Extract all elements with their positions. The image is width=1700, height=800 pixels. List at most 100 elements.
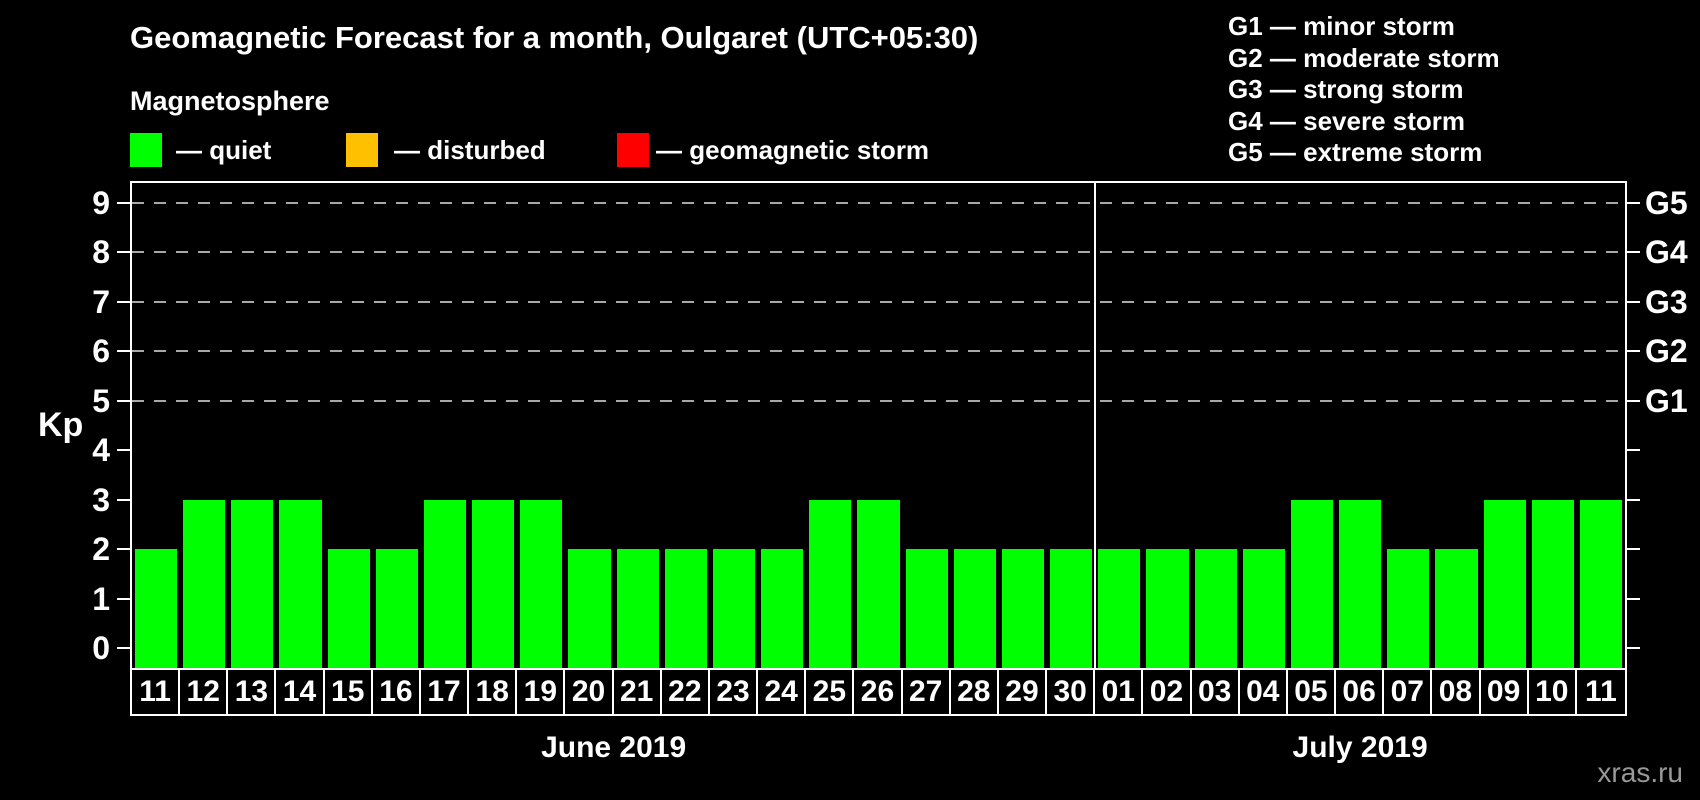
gridline-kp-8 <box>132 251 1625 254</box>
day-label-08: 08 <box>1432 670 1481 714</box>
kp-bar-day-22 <box>664 549 707 668</box>
g-scale-legend-line: G5 — extreme storm <box>1228 137 1483 167</box>
day-label-22: 22 <box>662 670 710 714</box>
y-tick-label-2: 2 <box>92 531 110 568</box>
right-tick-kp-9 <box>1626 201 1640 204</box>
kp-bar-day-24 <box>761 549 804 668</box>
right-tick-kp-0 <box>1626 647 1640 650</box>
day-label-10: 10 <box>1529 670 1577 714</box>
g-level-label-G3: G3 <box>1645 283 1688 320</box>
left-tick-kp-8 <box>117 251 131 254</box>
disturbed-legend-label: — disturbed <box>394 135 546 165</box>
right-tick-kp-5 <box>1626 399 1640 402</box>
day-label-20: 20 <box>565 670 614 714</box>
day-label-30: 30 <box>1047 670 1096 714</box>
gridline-kp-7 <box>132 300 1625 303</box>
disturbed-color-swatch <box>346 133 378 167</box>
g-level-label-G1: G1 <box>1645 382 1688 419</box>
g-level-label-G4: G4 <box>1645 234 1688 271</box>
quiet-color-swatch <box>130 133 162 167</box>
right-tick-kp-7 <box>1626 300 1640 303</box>
right-tick-kp-1 <box>1626 597 1640 600</box>
kp-bar-day-04 <box>1242 549 1285 668</box>
y-tick-label-8: 8 <box>92 234 110 271</box>
left-tick-kp-6 <box>117 350 131 353</box>
month-label: June 2019 <box>541 731 687 764</box>
gridline-kp-9 <box>132 201 1625 204</box>
month-separator-line <box>1094 183 1097 668</box>
g-scale-legend-line: G3 — strong storm <box>1228 74 1464 104</box>
watermark: xras.ru <box>1597 757 1683 788</box>
x-axis-day-row: 11 12 13 14 15 16 17 18 19 20 21 22 23 24 25 26 27 28 29 30… <box>130 668 1627 716</box>
kp-bar-day-09 <box>1483 499 1526 668</box>
left-tick-kp-7 <box>117 300 131 303</box>
day-label-12: 12 <box>180 670 229 714</box>
kp-bar-day-27 <box>905 549 948 668</box>
day-label-13: 13 <box>228 670 277 714</box>
left-tick-kp-0 <box>117 647 131 650</box>
day-label-06: 06 <box>1336 670 1385 714</box>
kp-bar-day-20 <box>568 549 611 668</box>
y-tick-label-0: 0 <box>92 630 110 667</box>
kp-bar-day-11 <box>135 549 178 668</box>
day-label-04: 04 <box>1240 670 1288 714</box>
kp-bar-day-06 <box>1339 499 1382 668</box>
kp-bar-day-28 <box>953 549 996 668</box>
day-label-11: 11 <box>132 670 181 714</box>
kp-bar-day-05 <box>1290 499 1334 668</box>
day-label-11: 11 <box>1585 675 1617 708</box>
kp-bar-day-23 <box>712 549 756 668</box>
day-label-19: 19 <box>517 670 566 714</box>
kp-bar-day-19 <box>520 499 563 668</box>
left-tick-kp-4 <box>117 449 131 452</box>
magnetosphere-label: Magnetosphere <box>130 86 330 116</box>
day-label-26: 26 <box>854 670 903 714</box>
day-label-16: 16 <box>373 670 421 714</box>
storm-color-swatch <box>617 133 649 167</box>
day-label-27: 27 <box>903 670 951 714</box>
g-level-label-G2: G2 <box>1645 333 1688 370</box>
day-label-18: 18 <box>469 670 518 714</box>
kp-bar-day-13 <box>231 499 274 668</box>
day-label-07: 07 <box>1384 670 1433 714</box>
g-scale-legend-line: G1 — minor storm <box>1228 11 1455 41</box>
y-tick-label-3: 3 <box>92 481 110 518</box>
y-axis-title: Kp <box>38 406 84 444</box>
right-tick-kp-4 <box>1626 449 1640 452</box>
kp-bar-day-10 <box>1531 499 1574 668</box>
kp-bar-day-25 <box>809 499 852 668</box>
kp-bar-day-21 <box>616 549 659 668</box>
kp-bar-day-12 <box>183 499 226 668</box>
left-tick-kp-3 <box>117 498 131 501</box>
left-tick-kp-9 <box>117 201 131 204</box>
day-label-21: 21 <box>614 670 662 714</box>
kp-bar-day-16 <box>375 549 418 668</box>
g-scale-legend: G1 — minor storm G2 — moderate storm G3 — … <box>1228 11 1500 169</box>
day-label-14: 14 <box>276 670 325 714</box>
right-tick-kp-3 <box>1626 498 1640 501</box>
plot-area <box>130 181 1627 670</box>
chart-title: Geomagnetic Forecast for a month, Oulgar… <box>130 20 979 55</box>
day-label-24: 24 <box>758 670 807 714</box>
kp-bar-day-18 <box>472 499 515 668</box>
left-tick-kp-1 <box>117 597 131 600</box>
gridline-kp-5 <box>132 399 1625 402</box>
kp-bar-day-11 <box>1579 499 1622 668</box>
right-tick-kp-6 <box>1626 350 1640 353</box>
day-label-15: 15 <box>325 670 373 714</box>
kp-bar-day-03 <box>1194 549 1237 668</box>
day-label-03: 03 <box>1192 670 1240 714</box>
kp-bar-day-01 <box>1098 549 1141 668</box>
g-scale-legend-line: G2 — moderate storm <box>1228 42 1500 73</box>
y-tick-label-1: 1 <box>92 580 110 617</box>
day-label-01: 01 <box>1095 670 1144 714</box>
month-label: July 2019 <box>1292 731 1428 764</box>
kp-bar-day-30 <box>1050 549 1093 668</box>
left-tick-kp-2 <box>117 548 131 551</box>
right-tick-kp-8 <box>1626 251 1640 254</box>
quiet-legend-label: — quiet <box>176 135 272 165</box>
kp-bar-day-14 <box>279 499 322 668</box>
kp-bar-day-26 <box>857 499 900 668</box>
day-label-28: 28 <box>951 670 999 714</box>
